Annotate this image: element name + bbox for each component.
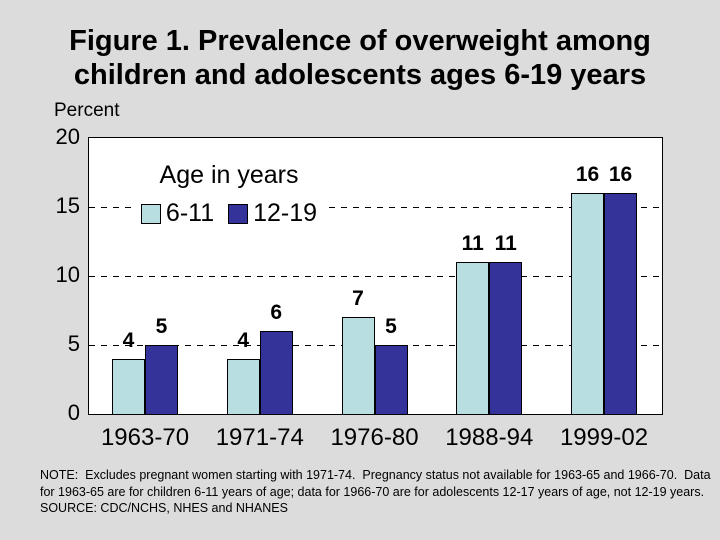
bar-1999-02-6-11	[571, 193, 604, 414]
footnote-line3: SOURCE: CDC/NCHS, NHES and NHANES	[40, 501, 288, 515]
plot-area: Age in years 6-11 12-19 4 5 4 6 7 5 11 11 16 16	[88, 137, 663, 415]
legend-swatch-light-icon	[140, 203, 161, 224]
bar-1976-80-12-19	[374, 345, 408, 414]
y-tick-label-15: 15	[55, 193, 80, 218]
gridline-15	[89, 207, 662, 208]
x-tick-label-1963-70: 1963-70	[100, 424, 190, 451]
bar-value-label-1976-80-12-19: 5	[385, 315, 397, 338]
legend-label-6-11: 6-11	[165, 199, 215, 227]
legend-row: 6-11 12-19	[131, 199, 327, 228]
legend-title: Age in years	[159, 161, 299, 189]
chart-title: Figure 1. Prevalence of overweight among…	[0, 24, 720, 92]
bar-value-label-1999-02-12-19: 16	[608, 163, 633, 186]
bar-1971-74-6-11	[226, 359, 260, 414]
bar-1976-80-6-11	[341, 317, 375, 414]
y-tick-label-0: 0	[67, 400, 80, 425]
legend-label-12-19: 12-19	[253, 199, 318, 227]
legend: Age in years 6-11 12-19	[131, 155, 327, 236]
legend-item-12-19: 12-19	[228, 199, 317, 228]
bar-1999-02-12-19	[604, 193, 637, 414]
footnote: NOTE: Excludes pregnant women starting w…	[40, 467, 711, 517]
bar-1988-94-6-11	[456, 262, 490, 414]
footnote-line2: for 1963-65 are for children 6-11 years …	[40, 484, 705, 499]
bar-1988-94-12-19	[489, 262, 523, 414]
bar-value-label-1971-74-12-19: 6	[270, 301, 283, 324]
chart-title-line2: children and adolescents ages 6-19 years	[73, 59, 647, 91]
x-tick-label-1999-02: 1999-02	[559, 424, 649, 451]
x-tick-label-1971-74: 1971-74	[215, 424, 304, 451]
gridline-10	[89, 276, 662, 277]
bar-value-label-1988-94-12-19: 11	[494, 232, 517, 255]
x-tick-label-1988-94: 1988-94	[445, 424, 534, 451]
legend-item-6-11: 6-11	[140, 199, 215, 228]
y-tick-label-20: 20	[55, 124, 80, 149]
bar-value-label-1971-74-6-11: 4	[237, 329, 250, 352]
bar-1963-70-6-11	[112, 359, 145, 414]
y-tick-label-5: 5	[67, 331, 80, 356]
y-axis-unit-label: Percent	[54, 100, 120, 121]
bar-value-label-1963-70-12-19: 5	[155, 315, 168, 338]
bar-value-label-1976-80-6-11: 7	[352, 287, 364, 310]
footnote-line1: NOTE: Excludes pregnant women starting w…	[40, 468, 711, 482]
x-tick-label-1976-80: 1976-80	[330, 424, 419, 451]
y-tick-label-10: 10	[55, 262, 80, 287]
chart-title-line1: Figure 1. Prevalence of overweight among	[69, 25, 651, 57]
legend-swatch-dark-icon	[228, 203, 249, 224]
bar-value-label-1963-70-6-11: 4	[122, 329, 135, 352]
bar-value-label-1999-02-6-11: 16	[575, 163, 600, 186]
bar-1971-74-12-19	[259, 331, 293, 414]
bar-value-label-1988-94-6-11: 11	[461, 232, 484, 255]
bar-1963-70-12-19	[145, 345, 178, 414]
